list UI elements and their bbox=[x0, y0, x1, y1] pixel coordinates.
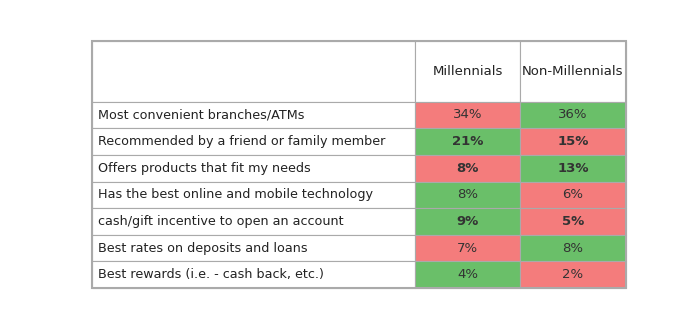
Bar bbox=[92, 235, 415, 261]
Bar bbox=[92, 155, 415, 182]
Bar bbox=[520, 182, 626, 208]
Text: 6%: 6% bbox=[562, 188, 583, 201]
Bar bbox=[92, 128, 415, 155]
Bar bbox=[520, 235, 626, 261]
Text: 8%: 8% bbox=[457, 188, 478, 201]
Bar bbox=[92, 182, 415, 208]
Bar bbox=[520, 208, 626, 235]
Text: Offers products that fit my needs: Offers products that fit my needs bbox=[98, 162, 311, 175]
Text: 8%: 8% bbox=[456, 162, 479, 175]
Bar bbox=[92, 208, 415, 235]
Text: 36%: 36% bbox=[558, 109, 588, 122]
Bar bbox=[92, 261, 415, 288]
Bar bbox=[415, 102, 520, 128]
Bar bbox=[92, 41, 415, 102]
Text: Millennials: Millennials bbox=[433, 65, 503, 78]
Bar bbox=[520, 41, 626, 102]
Text: Best rates on deposits and loans: Best rates on deposits and loans bbox=[98, 242, 308, 255]
Text: Recommended by a friend or family member: Recommended by a friend or family member bbox=[98, 135, 386, 148]
Text: 8%: 8% bbox=[562, 242, 583, 255]
Text: 4%: 4% bbox=[457, 268, 478, 281]
Text: Most convenient branches/ATMs: Most convenient branches/ATMs bbox=[98, 109, 305, 122]
Text: 34%: 34% bbox=[453, 109, 482, 122]
Text: cash/gift incentive to open an account: cash/gift incentive to open an account bbox=[98, 215, 344, 228]
Bar bbox=[415, 261, 520, 288]
Text: 15%: 15% bbox=[557, 135, 589, 148]
Text: 5%: 5% bbox=[562, 215, 584, 228]
Text: 21%: 21% bbox=[452, 135, 483, 148]
Text: Best rewards (i.e. - cash back, etc.): Best rewards (i.e. - cash back, etc.) bbox=[98, 268, 324, 281]
Bar bbox=[92, 102, 415, 128]
Text: Non-Millennials: Non-Millennials bbox=[522, 65, 624, 78]
Text: 9%: 9% bbox=[456, 215, 479, 228]
Text: Has the best online and mobile technology: Has the best online and mobile technolog… bbox=[98, 188, 373, 201]
Bar bbox=[520, 102, 626, 128]
Bar bbox=[415, 182, 520, 208]
Bar bbox=[520, 155, 626, 182]
Text: 2%: 2% bbox=[562, 268, 584, 281]
Bar bbox=[415, 208, 520, 235]
Bar bbox=[520, 261, 626, 288]
Text: 13%: 13% bbox=[557, 162, 589, 175]
Text: 7%: 7% bbox=[457, 242, 478, 255]
Bar bbox=[415, 155, 520, 182]
Bar bbox=[520, 128, 626, 155]
Bar bbox=[415, 235, 520, 261]
Bar bbox=[415, 128, 520, 155]
Bar bbox=[415, 41, 520, 102]
